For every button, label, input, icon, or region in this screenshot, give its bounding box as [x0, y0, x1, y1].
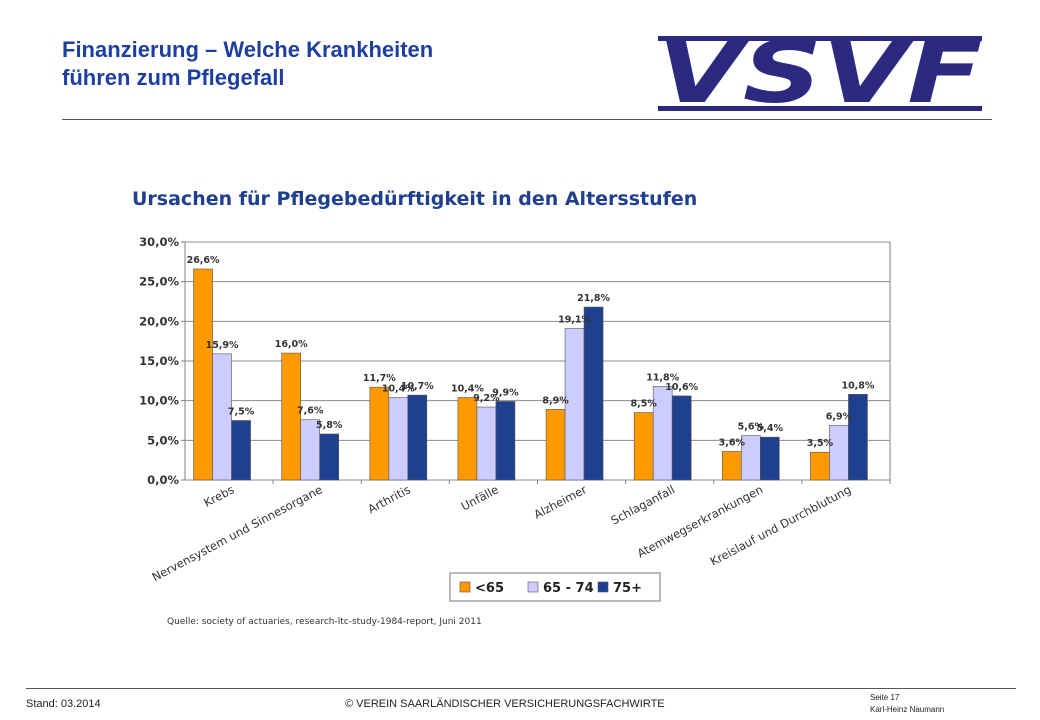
data-label: 19,1% [558, 314, 591, 325]
bar [671, 395, 692, 481]
bar [457, 397, 478, 481]
data-label: 6,9% [826, 411, 853, 422]
bar [319, 433, 339, 481]
data-label: 10,4% [382, 383, 415, 394]
chart-axes: 0,0% 5,0% 10,0% 15,0% 20,0% 25,0% 30,0% [139, 235, 891, 487]
footer-page-number: Seite 17 [870, 693, 900, 702]
legend-swatch [459, 581, 471, 593]
legend-label: 65 - 74 [543, 581, 594, 596]
logo-bottom-stripe [658, 106, 982, 111]
legend-box [449, 572, 661, 602]
data-label: 7,6% [297, 406, 324, 417]
bar [407, 394, 428, 481]
y-tick-label: 0,0% [147, 473, 179, 487]
chart-bars [193, 268, 868, 481]
slide-title-line-2: führen zum Pflegefall [62, 65, 285, 90]
legend-label: <65 [475, 581, 504, 596]
chart: Ursachen für Pflegebedürftigkeit in den … [120, 175, 900, 635]
data-label: 7,5% [228, 407, 255, 418]
data-label: 16,0% [275, 339, 308, 350]
bar [810, 451, 830, 481]
data-label: 9,9% [492, 387, 519, 398]
data-label: 11,8% [646, 372, 679, 383]
chart-source: Quelle: society of actuaries, research-l… [167, 617, 482, 627]
category-label: Schlaganfall [608, 482, 677, 527]
data-label: 8,5% [631, 399, 658, 410]
footer-stand: Stand: 03.2014 [26, 698, 101, 710]
data-label: 10,4% [451, 383, 484, 394]
category-label: Kreislauf und Durchblutung [708, 482, 854, 568]
y-tick-label: 20,0% [139, 314, 179, 328]
bar [829, 424, 849, 481]
bar [212, 353, 232, 481]
category-label: Alzheimer [531, 482, 589, 522]
bar [495, 401, 516, 481]
bar [722, 451, 742, 481]
data-label: 26,6% [187, 255, 220, 266]
data-label: 5,4% [757, 423, 784, 434]
category-label: Unfälle [459, 482, 501, 513]
data-label: 11,7% [363, 373, 396, 384]
bar [193, 268, 213, 481]
data-label: 5,6% [738, 422, 765, 433]
bar [231, 420, 251, 481]
bar [583, 306, 604, 481]
legend-swatch [597, 581, 609, 593]
header-divider [62, 119, 992, 120]
y-tick-label: 5,0% [147, 433, 179, 447]
bar [369, 386, 390, 481]
data-label: 10,7% [401, 381, 434, 392]
category-label: Nervensystem und Sinnesorgane [150, 482, 325, 584]
chart-data-labels: 26,6%15,9%7,5%16,0%7,6%5,8%11,7%10,4%10,… [187, 255, 875, 449]
y-tick-label: 25,0% [139, 275, 179, 289]
bar [633, 412, 654, 481]
bar [545, 409, 566, 481]
bar [760, 436, 780, 481]
bar [281, 352, 301, 481]
data-label: 21,8% [577, 293, 610, 304]
data-label: 3,6% [719, 437, 746, 448]
chart-title: Ursachen für Pflegebedürftigkeit in den … [132, 188, 697, 210]
chart-svg: Ursachen für Pflegebedürftigkeit in den … [132, 188, 891, 627]
logo-text: VSVF [658, 28, 983, 116]
legend-swatch [527, 581, 539, 593]
y-tick-label: 15,0% [139, 354, 179, 368]
y-tick-label: 30,0% [139, 235, 179, 249]
logo-top-stripe [658, 36, 982, 41]
data-label: 8,9% [542, 395, 569, 406]
category-label: Krebs [201, 482, 236, 510]
footer-divider [26, 688, 1016, 689]
slide-title: Finanzierung – Welche Krankheiten führen… [62, 36, 622, 92]
footer-author: Karl-Heinz Naumann [870, 705, 945, 714]
legend-label: 75+ [613, 581, 642, 596]
vsvf-logo: VSVF [658, 28, 983, 116]
bar [388, 397, 409, 481]
data-label: 9,2% [473, 393, 500, 404]
bar [848, 394, 868, 481]
data-label: 10,6% [665, 382, 698, 393]
data-label: 10,8% [841, 380, 874, 391]
data-label: 5,8% [316, 420, 343, 431]
category-label: Arthritis [366, 482, 413, 516]
slide-title-line-1: Finanzierung – Welche Krankheiten [62, 37, 434, 62]
y-tick-label: 10,0% [139, 394, 179, 408]
data-label: 3,5% [807, 438, 834, 449]
data-label: 15,9% [206, 340, 239, 351]
bar [476, 406, 497, 481]
chart-legend: <65 65 - 74 75+ [449, 572, 661, 602]
footer-copyright: © VEREIN SAARLÄNDISCHER VERSICHERUNGSFAC… [345, 698, 665, 710]
